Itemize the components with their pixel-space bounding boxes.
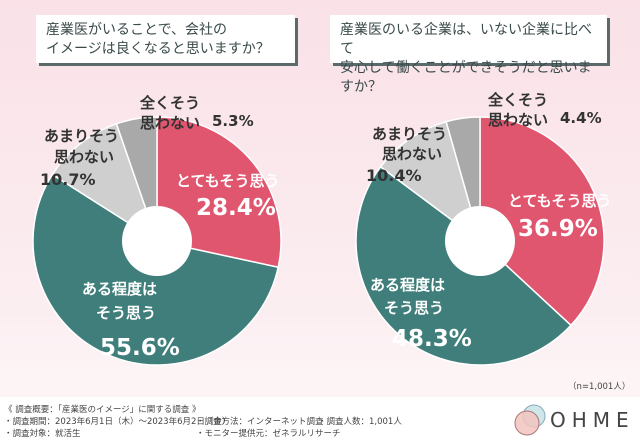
left-value-somewhat: 55.6% <box>100 335 180 361</box>
right-value-none: 4.4% <box>560 109 602 127</box>
right-title-line1: 産業医のいる企業は、いない企業に比べて <box>340 22 592 57</box>
chart1-slice-0 <box>479 116 605 327</box>
right-label-none-2: 思わない <box>488 111 549 129</box>
left-label-notmuch-1: あまりそう <box>44 127 120 145</box>
left-label-none-2: 思わない <box>140 114 201 132</box>
left-label-somewhat-2: そう思う <box>96 304 157 322</box>
left-title-line1: 産業医がいることで、会社の <box>46 22 228 38</box>
survey-target: ・調査対象：就活生 <box>4 429 81 439</box>
sample-size-note: （n=1,001人） <box>568 382 631 392</box>
right-label-somewhat-1: ある程度は <box>370 276 446 294</box>
right-label-notmuch-1: あまりそう <box>372 125 448 143</box>
right-value-notmuch: 10.4% <box>366 166 422 185</box>
survey-heading: 《 調査概要：「産業医のイメージ」に関する調査 》 <box>4 405 201 415</box>
survey-provider: ・モニター提供元：ゼネラルリサーチ <box>196 429 341 439</box>
ohme-logo: OHME <box>510 402 630 442</box>
left-title-line2: イメージは良くなると思いますか？ <box>46 41 270 57</box>
logo-icon <box>514 404 546 436</box>
chart1-slice-2 <box>379 120 482 243</box>
survey-period: ・調査期間：2023年6月1日（木）～2023年6月2日（金） <box>4 417 231 427</box>
left-value-very: 28.4% <box>196 195 276 221</box>
right-title-line2: 安心して働くことができそうだと思いますか？ <box>340 60 592 95</box>
left-label-notmuch-2: 思わない <box>54 148 115 166</box>
left-question: 産業医がいることで、会社の イメージは良くなると思いますか？ <box>36 15 295 63</box>
right-label-somewhat-2: そう思う <box>384 299 445 317</box>
left-value-notmuch: 10.7% <box>40 170 96 189</box>
left-label-somewhat-1: ある程度は <box>82 280 158 298</box>
right-label-very: とてもそう思う <box>508 192 612 210</box>
logo-text: OHME <box>550 408 635 432</box>
right-value-somewhat: 48.3% <box>392 326 472 352</box>
right-label-notmuch-2: 思わない <box>382 145 443 163</box>
right-label-none-1: 全くそう <box>488 91 549 109</box>
survey-count: ・調査人数：1,001人 <box>318 417 402 427</box>
chart0-slice-2 <box>51 122 159 243</box>
left-value-none: 5.3% <box>212 112 254 130</box>
left-label-very: とてもそう思う <box>176 172 280 190</box>
chart0-hole <box>122 206 192 276</box>
right-value-very: 36.9% <box>518 216 598 242</box>
survey-method: ・調査方法：インターネット調査 <box>196 417 324 427</box>
chart1-hole <box>445 206 515 276</box>
left-label-none-1: 全くそう <box>140 94 201 112</box>
right-question: 産業医のいる企業は、いない企業に比べて 安心して働くことができそうだと思いますか… <box>330 15 607 95</box>
